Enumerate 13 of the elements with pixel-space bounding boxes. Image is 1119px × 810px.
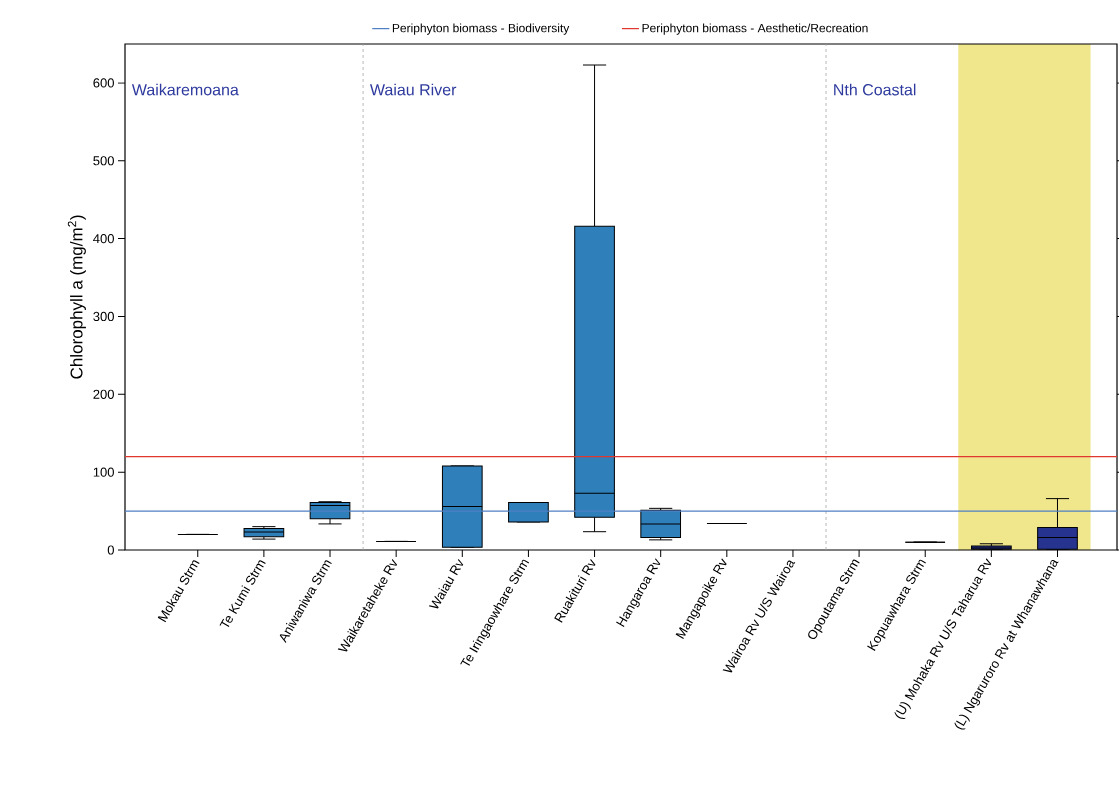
legend-label: Periphyton biomass - Biodiversity [392,23,570,35]
annotation: Waiau River [369,83,457,96]
y-tick-label: 600 [93,78,114,88]
annotation: Waikaremoana [131,83,239,96]
y-tick-label: 400 [93,234,114,244]
y-tick-label: 300 [93,311,114,322]
annotation: Nth Coastal [834,83,916,96]
legend-label: Periphyton biomass - Aesthetic/Recreation [642,23,868,35]
y-axis-title: Chlorophyll a (mg/m$^{2}$) [67,215,86,379]
y-tick-label: 0 [107,545,114,555]
y-tick-label: 100 [93,467,114,477]
y-tick-label: 500 [93,156,114,166]
y-tick-label: 200 [93,389,114,399]
